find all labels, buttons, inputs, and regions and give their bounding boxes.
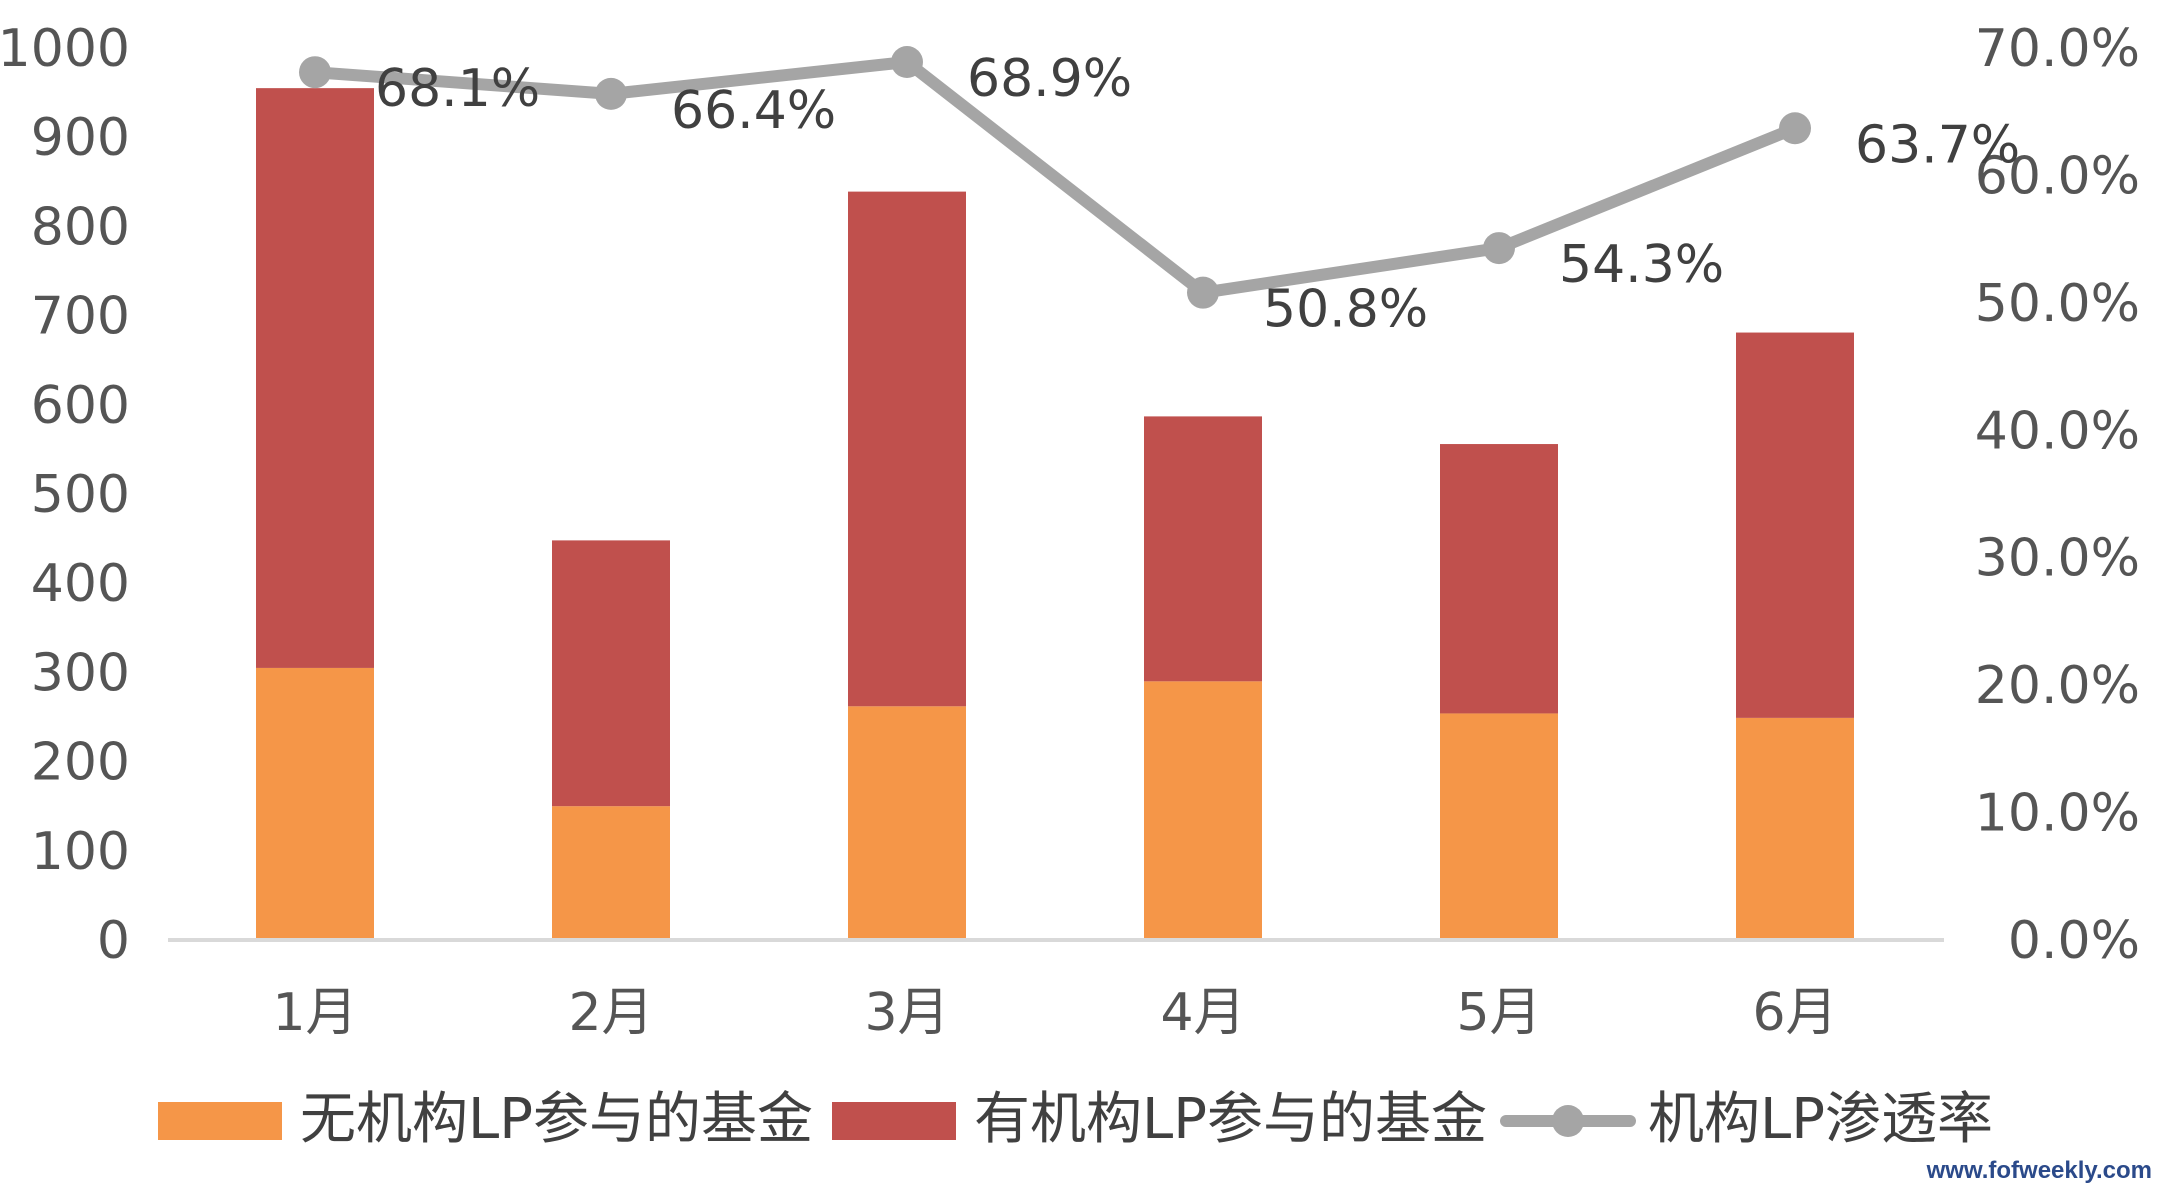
penetration-line (309, 56, 1801, 299)
x-tick-label: 2月 (568, 983, 653, 1043)
watermark: www.fofweekly.com (1926, 1157, 2152, 1184)
bar-no-lp (256, 667, 374, 940)
left-tick-label: 400 (31, 554, 130, 614)
left-tick-label: 300 (31, 643, 130, 703)
line-data-label: 68.9% (967, 49, 1132, 109)
left-tick-label: 800 (31, 197, 130, 257)
line-series: 68.1% 66.4% 68.9% 50.8% 54.3% 63.7% (299, 46, 2020, 340)
bar-no-lp (848, 706, 966, 940)
legend-marker-penetration (1552, 1105, 1584, 1137)
left-tick-label: 200 (31, 733, 130, 793)
legend-swatch-with-lp (832, 1102, 956, 1140)
right-tick-label: 10.0% (1975, 784, 2140, 844)
legend-swatch-no-lp (158, 1102, 282, 1140)
left-tick-label: 1000 (0, 19, 130, 79)
bar-no-lp (552, 806, 670, 940)
bar-series (256, 88, 1854, 940)
line-point (1779, 112, 1811, 145)
bar-with-lp (1440, 444, 1558, 714)
left-tick-label: 600 (31, 376, 130, 436)
line-data-label: 63.7% (1855, 115, 2020, 175)
line-data-label: 66.4% (671, 81, 836, 141)
line-data-label: 50.8% (1263, 280, 1428, 340)
left-tick-label: 700 (31, 287, 130, 347)
legend: 无机构LP参与的基金 有机构LP参与的基金 机构LP渗透率 (158, 1087, 1993, 1152)
legend-label-with-lp: 有机构LP参与的基金 (974, 1087, 1487, 1152)
bar-with-lp (848, 191, 966, 707)
bar-no-lp (1144, 681, 1262, 940)
bar-with-lp (552, 540, 670, 807)
left-tick-label: 0 (97, 911, 130, 971)
line-point (1483, 232, 1515, 265)
right-tick-label: 40.0% (1975, 401, 2140, 461)
right-tick-label: 50.0% (1975, 274, 2140, 334)
right-tick-label: 70.0% (1975, 19, 2140, 79)
right-tick-label: 20.0% (1975, 656, 2140, 716)
bar-no-lp (1736, 717, 1854, 940)
bar-with-lp (256, 88, 374, 668)
x-tick-label: 5月 (1456, 983, 1541, 1043)
line-data-label: 68.1% (375, 59, 540, 119)
line-data-label: 54.3% (1559, 235, 1724, 295)
line-point (1187, 276, 1219, 309)
left-tick-label: 900 (31, 108, 130, 168)
x-axis: 1月 2月 3月 4月 5月 6月 (272, 983, 1837, 1043)
left-tick-label: 500 (31, 465, 130, 525)
line-point (891, 46, 923, 79)
bar-no-lp (1440, 713, 1558, 940)
left-tick-label: 100 (31, 822, 130, 882)
x-tick-label: 4月 (1160, 983, 1245, 1043)
x-tick-label: 6月 (1752, 983, 1837, 1043)
legend-label-penetration: 机构LP渗透率 (1648, 1087, 1993, 1152)
right-axis: 0.0% 10.0% 20.0% 30.0% 40.0% 50.0% 60.0% 70.0% (1975, 19, 2140, 971)
bar-with-lp (1736, 332, 1854, 718)
line-point (595, 77, 627, 110)
right-tick-label: 30.0% (1975, 529, 2140, 589)
left-axis: 0 100 200 300 400 500 600 700 800 900 1000 (0, 19, 130, 971)
legend-label-no-lp: 无机构LP参与的基金 (300, 1087, 813, 1152)
bar-with-lp (1144, 416, 1262, 682)
right-tick-label: 0.0% (2008, 911, 2140, 971)
x-tick-label: 3月 (864, 983, 949, 1043)
right-tick-label: 60.0% (1975, 146, 2140, 206)
x-tick-label: 1月 (272, 983, 357, 1043)
line-point (299, 56, 331, 89)
